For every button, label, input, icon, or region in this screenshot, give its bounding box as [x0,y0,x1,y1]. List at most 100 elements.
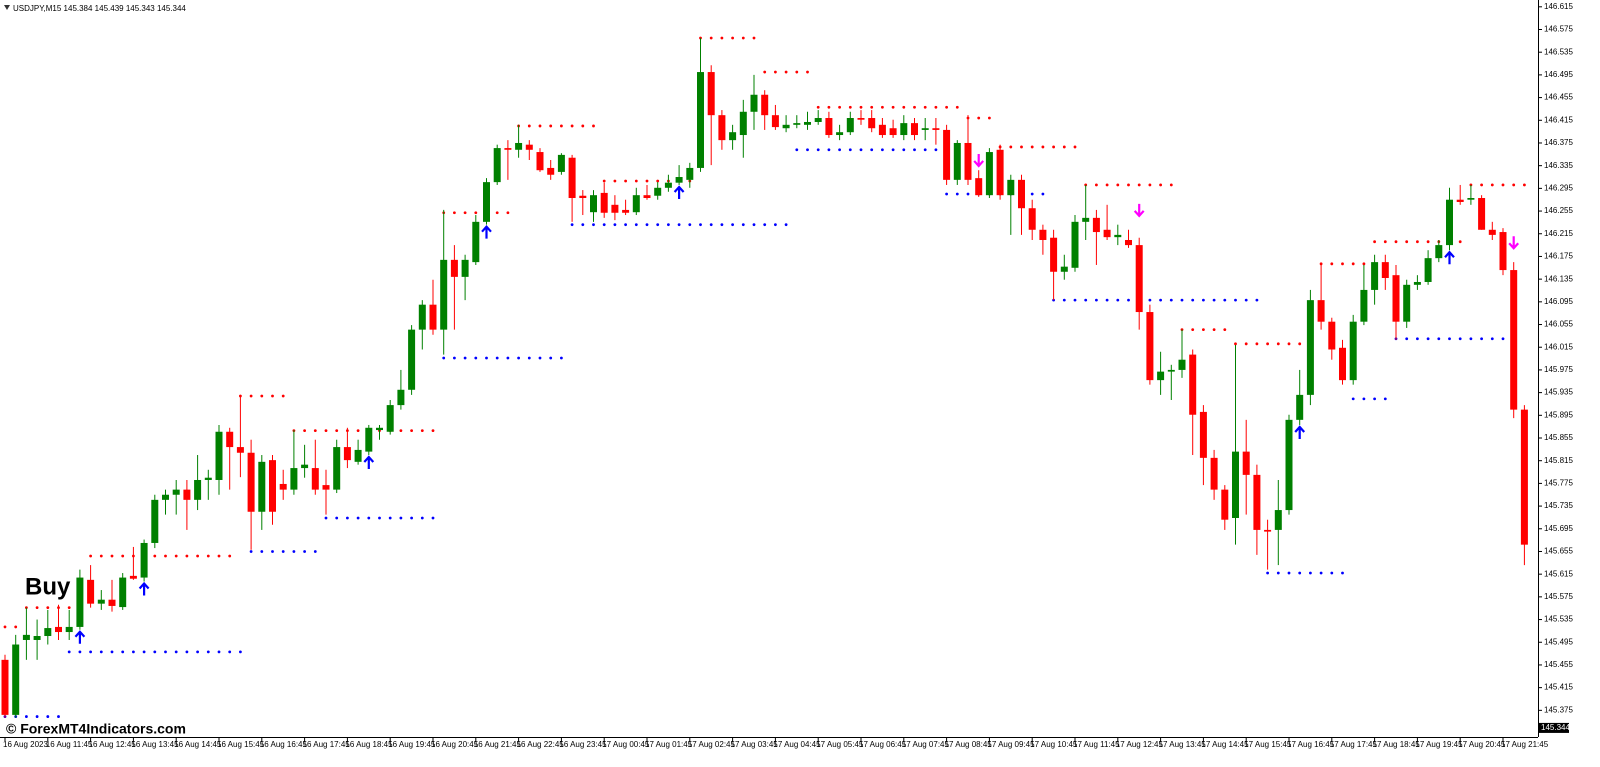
resistance-dot [709,36,713,40]
x-tick-label: 17 Aug 16:45 [1287,740,1335,749]
support-dot [966,192,970,196]
support-dot [784,223,788,227]
candle-body [258,461,266,512]
candle-body [450,259,458,277]
x-tick-label: 17 Aug 20:45 [1458,740,1506,749]
support-dot [891,148,895,152]
resistance-dot [399,429,403,433]
support-dot [506,356,510,360]
y-tick-label: 146.575 [1544,25,1573,34]
resistance-dot [324,429,328,433]
buy-arrow [74,630,86,644]
candle-body [279,483,287,490]
support-dot [1255,298,1259,302]
support-dot [1041,192,1045,196]
candle-body [1274,510,1282,530]
resistance-dot [1405,240,1409,244]
support-dot [763,223,767,227]
x-tick-label: 17 Aug 02:45 [688,740,736,749]
resistance-dot [870,105,874,109]
buy-arrow [1294,425,1306,439]
support-dot [388,516,392,520]
resistance-dot [763,70,767,74]
support-dot [185,650,189,654]
support-dot [1373,397,1376,401]
support-dot [731,223,734,227]
y-tick-label: 145.615 [1544,569,1573,578]
candle-body [472,221,480,263]
support-dot [67,650,71,654]
support-dot [1383,397,1387,401]
resistance-dot [164,554,167,558]
candle-body [739,111,747,136]
x-tick-label: 17 Aug 10:45 [1030,740,1078,749]
resistance-dot [902,105,906,109]
y-tick-label: 146.335 [1544,161,1573,170]
support-dot [945,192,948,196]
candle-body [408,329,416,390]
support-dot [1319,571,1323,575]
resistance-dot [1052,145,1055,149]
candle-body [1167,369,1175,372]
support-dot [902,148,906,152]
last-price-tag [1539,722,1569,733]
candle-body [921,128,929,130]
candle-body [1349,321,1357,381]
support-dot [613,223,617,227]
candle-body [771,115,779,128]
candle-body [1381,262,1389,279]
candle-body [55,626,62,633]
candle-body [643,195,651,199]
candle-body [1499,232,1507,271]
candle-body [1403,284,1411,322]
x-tick-label: 17 Aug 04:45 [773,740,821,749]
resistance-dot [752,36,756,40]
support-dot [1212,298,1216,302]
support-dot [1159,298,1162,302]
support-dot [495,356,499,360]
resistance-dot [1127,183,1130,187]
support-dot [303,550,306,553]
x-tick-label: 16 Aug 11:45 [46,740,93,749]
candle-body [108,599,116,606]
support-dot [249,550,253,553]
candle-body [440,259,448,330]
resistance-dot [25,606,28,610]
candle-body [172,489,180,495]
support-dot [239,650,242,654]
support-dot [25,715,28,718]
candle-body [129,575,137,579]
resistance-dot [356,429,360,433]
resistance-dot [1341,262,1344,266]
resistance-dot [506,211,510,215]
resistance-dot [1512,183,1516,187]
x-tick-label: 16 Aug 14:45 [174,740,222,749]
support-dot [1490,337,1494,341]
resistance-dot [1319,262,1323,266]
y-tick-label: 145.455 [1544,660,1573,669]
candle-body [729,132,737,141]
candle-body [536,152,544,171]
watermark: © ForexMT4Indicators.com [6,721,186,737]
resistance-dot [838,105,841,109]
y-tick-label: 145.655 [1544,547,1573,556]
y-tick-label: 146.535 [1544,47,1573,56]
resistance-dot [3,625,7,629]
resistance-dot [1458,240,1462,244]
resistance-dot [1073,145,1077,149]
candle-body [1242,451,1250,475]
support-dot [174,650,178,654]
candle-body [397,389,405,406]
resistance-dot [14,625,18,629]
resistance-dot [99,554,103,558]
support-dot [1223,298,1227,302]
support-dot [453,356,456,360]
candle-body [793,123,801,125]
support-dot [410,516,413,520]
resistance-dot [560,124,563,128]
support-dot [1287,571,1291,575]
support-dot [217,650,221,654]
x-tick-label: 17 Aug 19:45 [1415,740,1463,749]
